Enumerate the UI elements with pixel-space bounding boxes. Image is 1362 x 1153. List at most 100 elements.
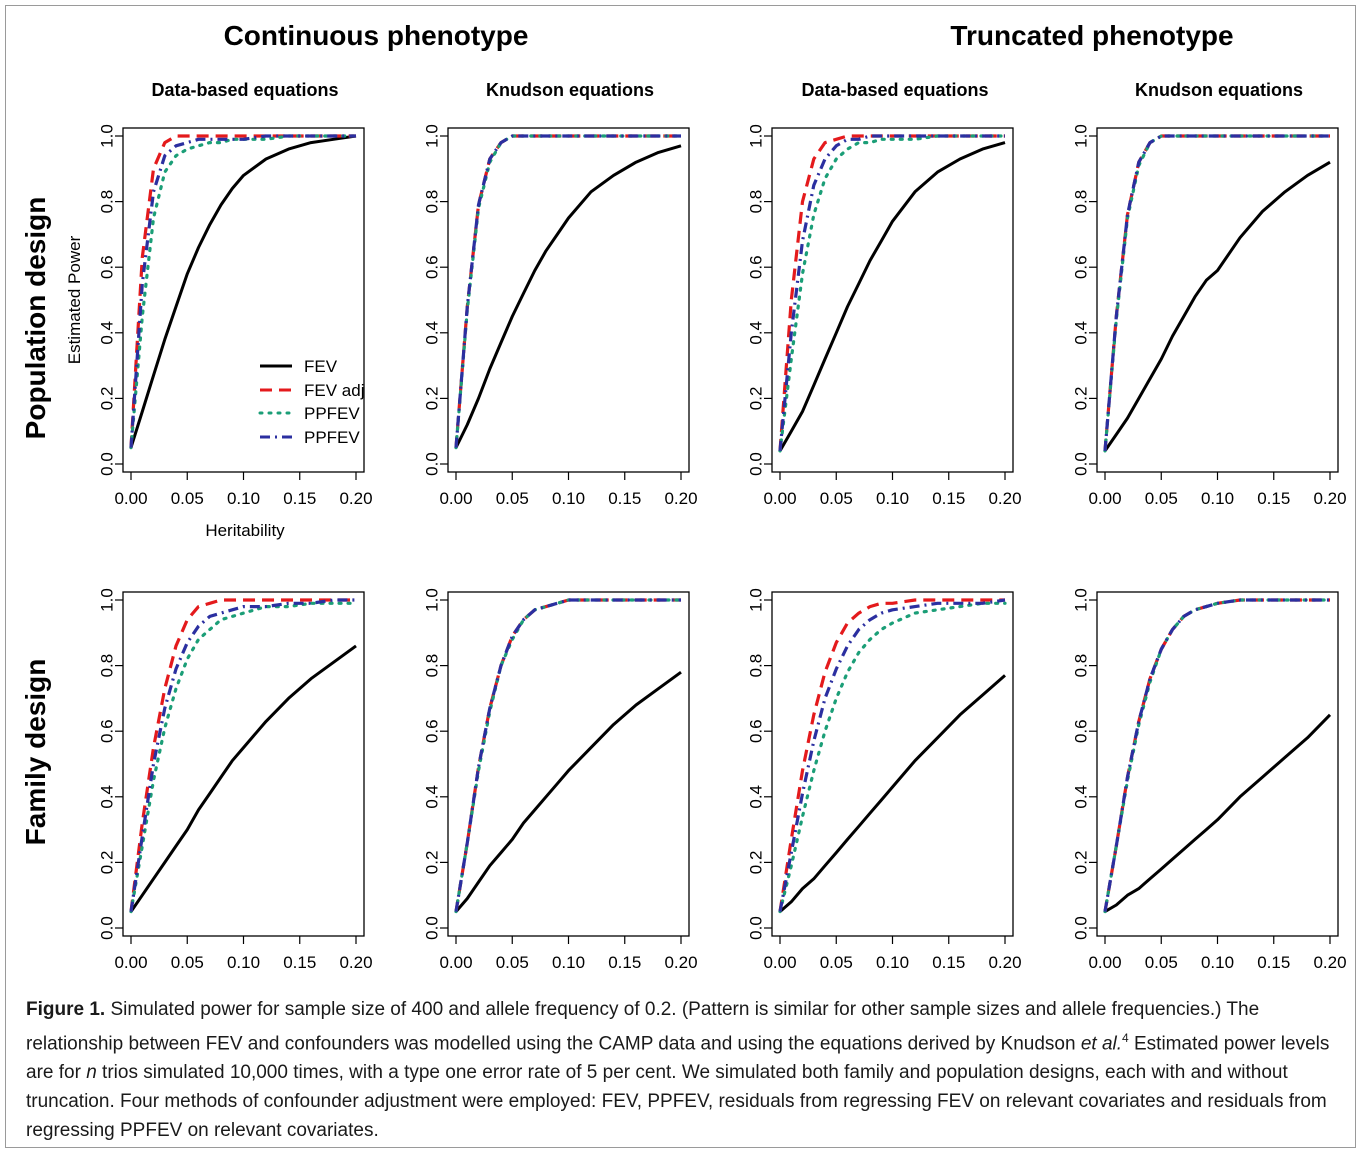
x-tick-label: 0.10 bbox=[876, 953, 909, 972]
series-line-4 bbox=[129, 134, 356, 448]
x-tick-label: 0.00 bbox=[439, 953, 472, 972]
y-tick-label: 0.2 bbox=[1072, 851, 1091, 875]
x-tick-label: 0.10 bbox=[1201, 953, 1234, 972]
y-tick-label: 0.6 bbox=[1072, 719, 1091, 743]
x-tick-label: 0.20 bbox=[1313, 489, 1346, 508]
y-tick-label: 0.0 bbox=[423, 916, 442, 940]
y-tick-label: 0.2 bbox=[423, 851, 442, 875]
y-tick-label: 0.6 bbox=[1072, 255, 1091, 279]
series-line-3 bbox=[129, 134, 358, 450]
x-tick-label: 0.05 bbox=[496, 953, 529, 972]
x-tick-label: 0.15 bbox=[283, 953, 316, 972]
y-tick-label: 0.6 bbox=[747, 719, 766, 743]
x-tick-label: 0.05 bbox=[171, 953, 204, 972]
legend-label-2: FEV adj bbox=[304, 381, 364, 400]
series-line-1 bbox=[454, 670, 682, 913]
x-tick-label: 0.05 bbox=[496, 489, 529, 508]
series-line-1 bbox=[129, 644, 357, 913]
series-line-3 bbox=[129, 601, 358, 914]
y-tick-label: 0.8 bbox=[1072, 190, 1091, 214]
y-tick-label: 0.4 bbox=[1072, 785, 1091, 809]
x-tick-label: 0.10 bbox=[552, 489, 585, 508]
y-tick-label: 0.0 bbox=[98, 916, 117, 940]
x-tick-label: 0.00 bbox=[114, 953, 147, 972]
x-tick-label: 0.00 bbox=[763, 953, 796, 972]
y-tick-label: 0.2 bbox=[1072, 387, 1091, 411]
y-tick-label: 1.0 bbox=[1072, 588, 1091, 612]
caption-et-al: et al. bbox=[1080, 1033, 1123, 1055]
figure-caption: Figure 1. Simulated power for sample siz… bbox=[26, 995, 1336, 1145]
y-tick-label: 0.0 bbox=[747, 452, 766, 476]
series-line-4 bbox=[1103, 134, 1330, 452]
y-tick-label: 0.0 bbox=[1072, 452, 1091, 476]
y-axis-title: Estimated Power bbox=[65, 235, 84, 364]
x-tick-label: 0.15 bbox=[932, 953, 965, 972]
y-tick-label: 1.0 bbox=[423, 124, 442, 148]
series-line-4 bbox=[778, 598, 1006, 912]
y-tick-label: 1.0 bbox=[98, 124, 117, 148]
x-tick-label: 0.20 bbox=[988, 489, 1021, 508]
y-tick-label: 1.0 bbox=[423, 588, 442, 612]
y-tick-label: 0.6 bbox=[747, 255, 766, 279]
x-tick-label: 0.05 bbox=[820, 489, 853, 508]
panel-title-1: Data-based equations bbox=[151, 80, 339, 100]
y-tick-label: 0.0 bbox=[423, 452, 442, 476]
caption-text-b: Estimated power levels are for bbox=[26, 1033, 1330, 1084]
series-line-3 bbox=[778, 134, 1007, 453]
caption-ref: 4 bbox=[1122, 1031, 1129, 1045]
x-tick-label: 0.10 bbox=[876, 489, 909, 508]
y-tick-label: 0.2 bbox=[98, 387, 117, 411]
x-tick-label: 0.20 bbox=[664, 953, 697, 972]
x-tick-label: 0.10 bbox=[552, 953, 585, 972]
x-tick-label: 0.15 bbox=[608, 489, 641, 508]
y-tick-label: 0.0 bbox=[98, 452, 117, 476]
caption-n: n bbox=[86, 1062, 97, 1084]
x-tick-label: 0.00 bbox=[763, 489, 796, 508]
x-axis-title: Heritability bbox=[205, 521, 285, 540]
series-line-3 bbox=[1103, 598, 1332, 914]
y-tick-label: 0.6 bbox=[98, 255, 117, 279]
y-tick-label: 1.0 bbox=[98, 588, 117, 612]
x-tick-label: 0.05 bbox=[171, 489, 204, 508]
group-title-truncated: Truncated phenotype bbox=[950, 20, 1234, 51]
panel-box-8 bbox=[1096, 591, 1339, 937]
y-tick-label: 0.2 bbox=[423, 387, 442, 411]
x-tick-label: 0.20 bbox=[988, 953, 1021, 972]
series-line-2 bbox=[129, 598, 356, 912]
y-tick-label: 0.4 bbox=[423, 321, 442, 345]
series-line-2 bbox=[129, 134, 356, 448]
panel-box-5 bbox=[122, 591, 365, 937]
x-tick-label: 0.05 bbox=[820, 953, 853, 972]
series-line-3 bbox=[454, 598, 683, 914]
y-tick-label: 0.0 bbox=[1072, 916, 1091, 940]
figure-frame bbox=[5, 5, 1356, 1148]
caption-text-a: Simulated power for sample size of 400 a… bbox=[26, 999, 1260, 1055]
y-tick-label: 0.4 bbox=[1072, 321, 1091, 345]
series-line-2 bbox=[454, 134, 681, 448]
y-tick-label: 0.8 bbox=[1072, 654, 1091, 678]
x-tick-label: 0.15 bbox=[1257, 489, 1290, 508]
x-tick-label: 0.20 bbox=[1313, 953, 1346, 972]
series-line-2 bbox=[778, 134, 1005, 452]
series-line-3 bbox=[454, 134, 683, 450]
y-tick-label: 0.8 bbox=[747, 190, 766, 214]
y-tick-label: 0.8 bbox=[423, 654, 442, 678]
y-tick-label: 1.0 bbox=[1072, 124, 1091, 148]
caption-label: Figure 1. bbox=[26, 999, 106, 1020]
x-tick-label: 0.15 bbox=[1257, 953, 1290, 972]
x-tick-label: 0.20 bbox=[339, 489, 372, 508]
y-tick-label: 0.6 bbox=[423, 255, 442, 279]
y-tick-label: 0.8 bbox=[423, 190, 442, 214]
y-tick-label: 1.0 bbox=[747, 588, 766, 612]
series-line-3 bbox=[778, 601, 1007, 914]
x-tick-label: 0.15 bbox=[283, 489, 316, 508]
x-tick-label: 0.10 bbox=[1201, 489, 1234, 508]
y-tick-label: 0.4 bbox=[423, 785, 442, 809]
series-line-1 bbox=[1103, 160, 1331, 452]
series-line-2 bbox=[1103, 598, 1330, 912]
y-tick-label: 0.2 bbox=[747, 851, 766, 875]
legend-label-4: PPFEV bbox=[304, 428, 360, 447]
series-line-2 bbox=[778, 598, 1005, 912]
y-tick-label: 0.6 bbox=[423, 719, 442, 743]
x-tick-label: 0.00 bbox=[1088, 489, 1121, 508]
